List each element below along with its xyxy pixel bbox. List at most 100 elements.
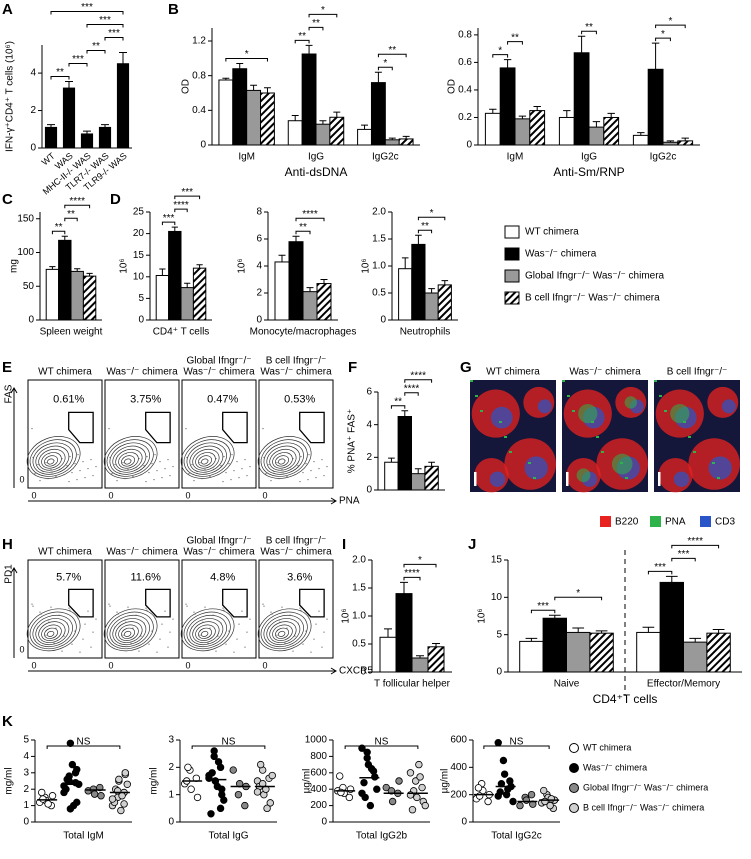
significance-label: ****: [69, 196, 85, 207]
bar: [411, 657, 429, 673]
significance-label: *: [661, 29, 665, 40]
gate-percent: 5.7%: [56, 572, 81, 584]
error-bar: [196, 264, 203, 269]
error-bar: [642, 626, 655, 633]
pna-speck: [596, 436, 599, 438]
error-bar: [651, 42, 660, 70]
significance-label: *: [418, 555, 422, 566]
event-dot: [111, 473, 113, 475]
event-dot: [279, 453, 281, 455]
event-dot: [74, 463, 76, 465]
bar: [398, 268, 413, 321]
error-bar: [184, 282, 191, 288]
significance-bracket: [492, 54, 509, 58]
pna-speck: [533, 477, 536, 479]
event-dot: [209, 627, 211, 629]
contour: [29, 439, 77, 477]
event-dot: [76, 615, 78, 617]
y-tick-label: 0: [168, 817, 174, 828]
contour: [26, 608, 81, 652]
x-tick-label: IgG: [308, 152, 324, 163]
bar: [603, 116, 620, 146]
event-dot: [117, 455, 119, 457]
significance-label: **: [421, 221, 429, 232]
event-dot: [321, 459, 323, 461]
y-tick-label: 0: [380, 315, 386, 326]
y-tick-label: 1.0: [372, 261, 386, 272]
event-dot: [82, 461, 84, 463]
event-dot: [39, 480, 41, 482]
event-dot: [111, 639, 113, 641]
bar: [45, 268, 60, 321]
y-tick-label: 10: [133, 271, 145, 282]
legend-label: PNA: [665, 517, 686, 528]
x-axis-label: Anti-Sm/RNP: [553, 165, 624, 179]
pna-speck: [499, 421, 502, 423]
significance-bracket: [581, 30, 597, 35]
error-bar: [414, 468, 422, 474]
flow-x-label: CXCR5: [339, 666, 373, 677]
event-dot: [231, 454, 233, 456]
panel-letter: F: [348, 359, 357, 376]
event-dot: [204, 606, 206, 608]
axis-zero: 0: [185, 660, 190, 670]
y-tick-label: 600: [450, 735, 467, 746]
pna-speck: [562, 380, 565, 382]
x-tick-label: Neutrophils: [400, 327, 451, 338]
scale-bar: [474, 472, 477, 486]
data-point: [115, 775, 123, 784]
data-point: [366, 801, 375, 810]
event-dot: [164, 468, 166, 470]
error-bar: [159, 268, 166, 276]
x-tick-label: IgG2c: [650, 152, 677, 163]
scale-bar: [658, 472, 661, 486]
legend-swatch: [504, 247, 520, 261]
event-dot: [151, 463, 153, 465]
event-dot: [238, 623, 240, 625]
legend-swatch: [569, 763, 579, 773]
bar: [58, 239, 72, 321]
x-axis-label: Total IgG2b: [356, 831, 408, 842]
bar: [424, 292, 439, 321]
event-dot: [161, 623, 163, 625]
significance-label: *: [383, 58, 387, 69]
contour: [192, 621, 220, 643]
event-dot: [68, 481, 70, 483]
event-dot: [69, 609, 71, 611]
event-dot: [281, 469, 283, 471]
event-dot: [172, 466, 174, 468]
event-dot: [302, 643, 304, 645]
event-dot: [313, 461, 315, 463]
y-axis-label: µg/ml: [440, 769, 451, 794]
event-dot: [202, 453, 204, 455]
pna-speck: [509, 451, 512, 453]
y-tick-label: 2: [30, 105, 36, 116]
legend-label: Was⁻/⁻ chimera: [525, 249, 597, 260]
event-dot: [212, 467, 214, 469]
significance-label: NS: [375, 737, 389, 748]
y-tick-label: 0: [321, 817, 327, 828]
error-bar: [292, 235, 300, 242]
bar: [573, 52, 590, 146]
flow-title: Was⁻/⁻ chimera: [260, 547, 332, 558]
contour: [26, 436, 81, 479]
legend-swatch: [569, 783, 579, 793]
contour: [275, 627, 290, 639]
event-dot: [117, 613, 119, 615]
y-tick-label: 0.4: [192, 105, 206, 116]
event-dot: [268, 464, 270, 466]
bar: [232, 68, 248, 146]
significance-label: ***: [537, 601, 549, 612]
contour: [269, 448, 297, 471]
event-dot: [299, 481, 301, 483]
data-point: [208, 769, 216, 777]
x-axis-label: Anti-dsDNA: [285, 165, 348, 179]
x-axis-label: Total IgG2c: [491, 831, 542, 842]
contour: [260, 439, 308, 477]
event-dot: [31, 428, 33, 430]
data-point: [268, 771, 276, 780]
cd3-region: [490, 406, 513, 429]
event-dot: [124, 478, 126, 480]
event-dot: [201, 619, 203, 621]
event-dot: [132, 627, 134, 629]
